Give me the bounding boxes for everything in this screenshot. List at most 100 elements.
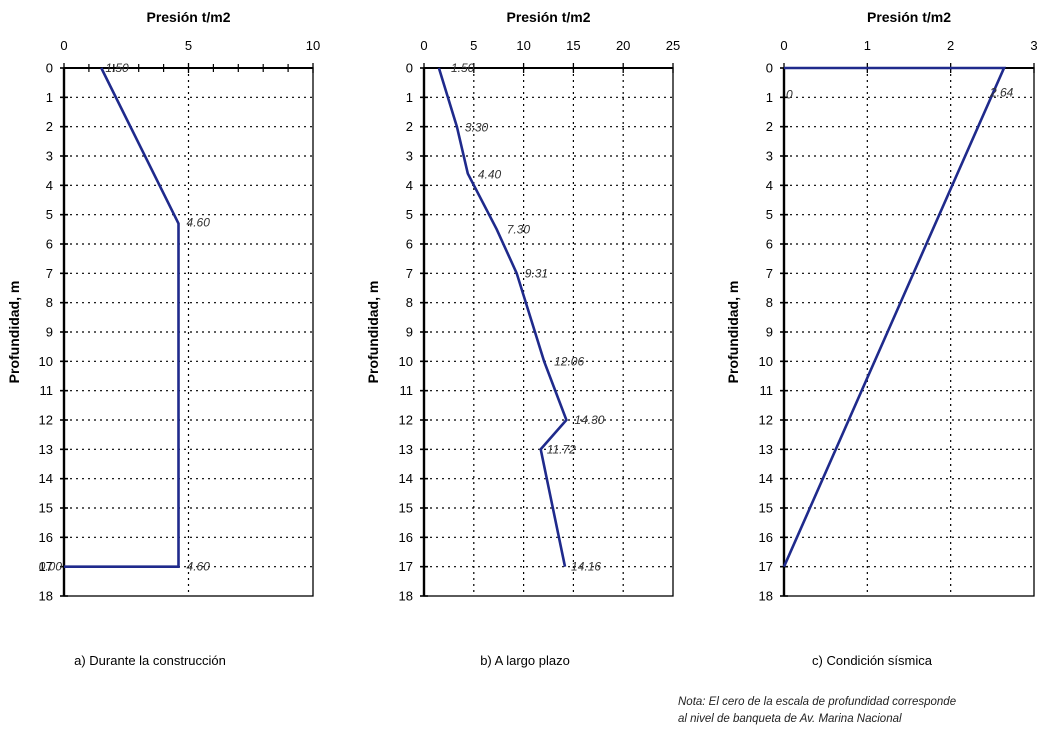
- y-tick-label: 17: [759, 559, 773, 574]
- y-tick-label: 9: [406, 325, 413, 340]
- footnote-line-1: Nota: El cero de la escala de profundida…: [678, 696, 957, 708]
- y-tick-label: 8: [46, 295, 53, 310]
- pressure-line: [64, 67, 180, 569]
- y-tick-label: 16: [759, 530, 773, 545]
- y-tick-label: 4: [406, 178, 413, 193]
- y-tick-label: 15: [399, 501, 413, 516]
- x-tick-label: 5: [470, 38, 477, 53]
- y-tick-label: 16: [399, 530, 413, 545]
- x-axis-title: Presión t/m2: [506, 9, 590, 25]
- y-tick-label: 1: [46, 90, 53, 105]
- y-axis-title: Profundidad, m: [6, 281, 22, 384]
- x-tick-label: 0: [780, 38, 787, 53]
- y-tick-label: 13: [399, 442, 413, 457]
- y-tick-label: 17: [39, 559, 53, 574]
- x-axis-title: Presión t/m2: [146, 9, 230, 25]
- footnote: Nota: El cero de la escala de profundida…: [678, 694, 1038, 728]
- y-tick-label: 15: [759, 501, 773, 516]
- data-label: 3.30: [465, 121, 489, 135]
- y-tick-label: 7: [406, 266, 413, 281]
- x-tick-label: 10: [306, 38, 320, 53]
- data-label: 4.40: [478, 168, 502, 182]
- x-tick-label: 0: [60, 38, 67, 53]
- pressure-line: [437, 67, 568, 567]
- x-tick-label: 10: [516, 38, 530, 53]
- y-tick-label: 6: [766, 237, 773, 252]
- y-tick-label: 6: [46, 237, 53, 252]
- y-tick-label: 3: [46, 149, 53, 164]
- y-tick-label: 5: [406, 207, 413, 222]
- y-tick-label: 2: [46, 119, 53, 134]
- y-tick-label: 8: [766, 295, 773, 310]
- y-tick-label: 12: [759, 413, 773, 428]
- y-tick-label: 12: [399, 413, 413, 428]
- y-tick-label: 12: [39, 413, 53, 428]
- y-tick-label: 13: [39, 442, 53, 457]
- y-tick-label: 18: [399, 589, 413, 604]
- x-axis-title: Presión t/m2: [867, 9, 951, 25]
- x-tick-label: 1: [864, 38, 871, 53]
- y-tick-label: 14: [39, 471, 53, 486]
- y-axis-title: Profundidad, m: [725, 281, 741, 384]
- x-tick-label: 2: [947, 38, 954, 53]
- y-tick-label: 6: [406, 237, 413, 252]
- y-tick-label: 4: [46, 178, 53, 193]
- y-tick-label: 0: [406, 61, 413, 76]
- data-label: 1.50: [105, 61, 129, 75]
- y-tick-label: 11: [40, 383, 54, 398]
- data-label: 14.30: [574, 413, 604, 427]
- data-label: 0: [786, 88, 793, 102]
- y-tick-label: 10: [399, 354, 413, 369]
- y-tick-label: 0: [46, 61, 53, 76]
- y-tick-label: 10: [39, 354, 53, 369]
- x-tick-label: 5: [185, 38, 192, 53]
- data-label: 7.30: [507, 222, 531, 236]
- y-tick-label: 3: [406, 149, 413, 164]
- data-label: 4.60: [187, 215, 211, 229]
- x-tick-label: 25: [666, 38, 680, 53]
- y-tick-label: 1: [766, 90, 773, 105]
- y-tick-label: 7: [766, 266, 773, 281]
- y-tick-label: 1: [406, 90, 413, 105]
- y-tick-label: 18: [759, 589, 773, 604]
- panel-caption: c) Condición sísmica: [812, 653, 933, 668]
- y-tick-label: 2: [766, 119, 773, 134]
- y-tick-label: 9: [766, 325, 773, 340]
- x-tick-label: 15: [566, 38, 580, 53]
- y-tick-label: 7: [46, 266, 53, 281]
- y-tick-label: 2: [406, 119, 413, 134]
- y-tick-label: 0: [766, 61, 773, 76]
- y-tick-label: 11: [760, 383, 774, 398]
- y-tick-label: 14: [759, 471, 773, 486]
- y-tick-label: 14: [399, 471, 413, 486]
- y-tick-label: 8: [406, 295, 413, 310]
- x-tick-label: 20: [616, 38, 630, 53]
- data-label: 1.50: [451, 61, 475, 75]
- panel-caption: a) Durante la construcción: [74, 653, 226, 668]
- y-tick-label: 4: [766, 178, 773, 193]
- data-label: 2.64: [989, 86, 1014, 100]
- data-label: 4.60: [187, 560, 211, 574]
- y-tick-label: 13: [759, 442, 773, 457]
- data-label: 14.16: [571, 560, 601, 574]
- y-tick-label: 15: [39, 501, 53, 516]
- y-tick-label: 11: [400, 383, 414, 398]
- x-tick-label: 0: [420, 38, 427, 53]
- y-axis-title: Profundidad, m: [365, 281, 381, 384]
- panel-caption: b) A largo plazo: [480, 653, 570, 668]
- y-tick-label: 9: [46, 325, 53, 340]
- y-tick-label: 16: [39, 530, 53, 545]
- x-tick-label: 3: [1030, 38, 1037, 53]
- data-label: 12.06: [554, 354, 584, 368]
- footnote-line-2: al nivel de banqueta de Av. Marina Nacio…: [678, 713, 902, 725]
- data-label: 11.72: [547, 442, 576, 456]
- y-tick-label: 10: [759, 354, 773, 369]
- y-tick-label: 5: [46, 207, 53, 222]
- y-tick-label: 17: [399, 559, 413, 574]
- data-label: 9.31: [525, 266, 548, 280]
- y-tick-label: 5: [766, 207, 773, 222]
